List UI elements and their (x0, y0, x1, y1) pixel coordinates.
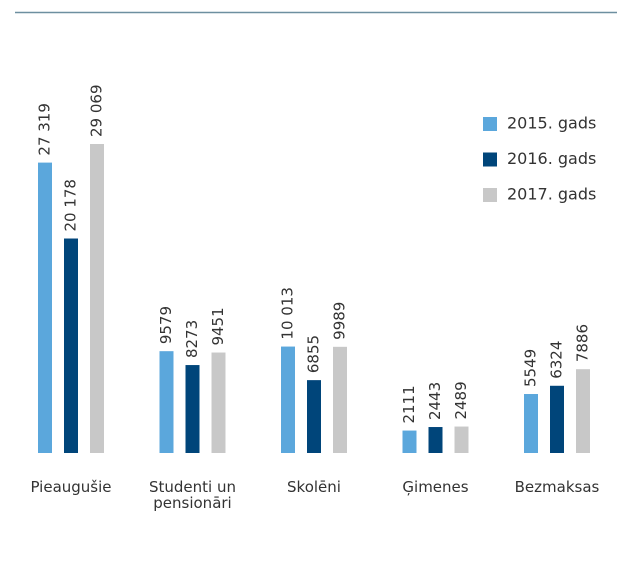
data-label: 6324 (548, 341, 566, 379)
data-label: 5549 (522, 349, 540, 387)
bar (90, 144, 104, 453)
data-label: 9451 (209, 307, 227, 345)
bar (524, 394, 538, 453)
data-label: 29 069 (88, 85, 106, 138)
bar (454, 426, 469, 453)
data-label: 9579 (157, 306, 175, 344)
data-label: 7886 (574, 324, 592, 362)
bar (185, 365, 200, 453)
legend-swatch (483, 117, 497, 131)
legend-label: 2015. gads (507, 114, 596, 133)
bar (64, 238, 78, 453)
bar (38, 162, 52, 453)
data-label: 27 319 (36, 103, 54, 156)
bar (402, 430, 417, 453)
data-label: 10 013 (279, 287, 297, 340)
bar (576, 369, 590, 453)
data-label: 8273 (183, 320, 201, 358)
data-label: 9989 (331, 302, 349, 340)
data-label: 6855 (305, 335, 323, 373)
data-label: 2443 (426, 382, 444, 420)
bar (159, 351, 174, 453)
bar (281, 346, 295, 453)
bar (333, 346, 347, 453)
legend-swatch (483, 188, 497, 202)
data-label: 20 178 (62, 179, 80, 232)
bar (428, 427, 443, 453)
data-label: 2111 (400, 385, 418, 423)
x-tick-label: Studenti un pensionāri (149, 479, 236, 511)
bar (211, 352, 226, 453)
bar (307, 380, 321, 453)
bar (550, 385, 564, 453)
legend-swatch (483, 152, 497, 167)
x-tick-label: Ģimenes (402, 479, 469, 496)
legend-label: 2017. gads (507, 185, 596, 204)
x-tick-label: Bezmaksas (514, 479, 600, 496)
data-label: 2489 (452, 381, 470, 419)
x-tick-label: Skolēni (287, 479, 341, 496)
x-tick-label: Pieaugušie (30, 479, 112, 496)
legend-label: 2016. gads (507, 149, 596, 168)
